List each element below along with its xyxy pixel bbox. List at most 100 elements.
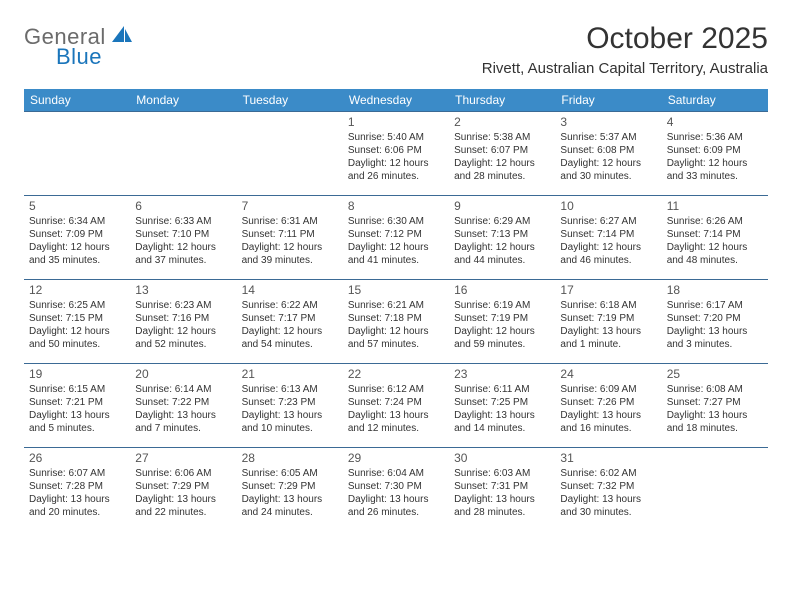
- sunset-line: Sunset: 6:06 PM: [348, 144, 444, 157]
- day-cell: 28Sunrise: 6:05 AMSunset: 7:29 PMDayligh…: [237, 448, 343, 532]
- day-number: 31: [560, 451, 656, 465]
- daylight-line: Daylight: 13 hours and 30 minutes.: [560, 493, 656, 519]
- day-cell: 23 Sunrise: 6:11 AMSunset: 7:25 PMDayligh…: [449, 364, 555, 448]
- day-cell: 25Sunrise: 6:08 AMSunset: 7:27 PMDayligh…: [662, 364, 768, 448]
- sunset-line: Sunset: 7:26 PM: [560, 396, 656, 409]
- day-cell: 14Sunrise: 6:22 AMSunset: 7:17 PMDayligh…: [237, 280, 343, 364]
- day-number: 5: [29, 199, 125, 213]
- day-cell: 4Sunrise: 5:36 AMSunset: 6:09 PMDaylight…: [662, 112, 768, 196]
- sunrise-line: Sunrise: 6:06 AM: [135, 467, 231, 480]
- sunrise-line: Sunrise: 6:27 AM: [560, 215, 656, 228]
- day-cell: 12Sunrise: 6:25 AMSunset: 7:15 PMDayligh…: [24, 280, 130, 364]
- week-row: 5Sunrise: 6:34 AMSunset: 7:09 PMDaylight…: [24, 196, 768, 280]
- sunset-line: Sunset: 7:15 PM: [29, 312, 125, 325]
- day-number: 23: [454, 367, 550, 381]
- logo-text-blue: Blue: [56, 44, 102, 70]
- week-row: 26Sunrise: 6:07 AMSunset: 7:28 PMDayligh…: [24, 448, 768, 532]
- day-cell: 19Sunrise: 6:15 AMSunset: 7:21 PMDayligh…: [24, 364, 130, 448]
- daylight-line: Daylight: 12 hours and 30 minutes.: [560, 157, 656, 183]
- sunrise-line: Sunrise: 6:11 AM: [454, 383, 550, 396]
- sunset-line: Sunset: 7:24 PM: [348, 396, 444, 409]
- daylight-line: Daylight: 13 hours and 14 minutes.: [454, 409, 550, 435]
- daylight-line: Daylight: 13 hours and 3 minutes.: [667, 325, 763, 351]
- daylight-line: Daylight: 13 hours and 22 minutes.: [135, 493, 231, 519]
- sunset-line: Sunset: 7:12 PM: [348, 228, 444, 241]
- sunset-line: Sunset: 7:23 PM: [242, 396, 338, 409]
- col-tuesday: Tuesday: [237, 89, 343, 112]
- col-thursday: Thursday: [449, 89, 555, 112]
- day-cell: 11Sunrise: 6:26 AMSunset: 7:14 PMDayligh…: [662, 196, 768, 280]
- col-sunday: Sunday: [24, 89, 130, 112]
- sunset-line: Sunset: 7:14 PM: [667, 228, 763, 241]
- daylight-line: Daylight: 13 hours and 1 minute.: [560, 325, 656, 351]
- daylight-line: Daylight: 12 hours and 57 minutes.: [348, 325, 444, 351]
- sunset-line: Sunset: 7:32 PM: [560, 480, 656, 493]
- col-saturday: Saturday: [662, 89, 768, 112]
- daylight-line: Daylight: 13 hours and 24 minutes.: [242, 493, 338, 519]
- title-block: October 2025 Rivett, Australian Capital …: [482, 22, 768, 77]
- month-title: October 2025: [482, 22, 768, 56]
- logo-sail-icon: [112, 26, 134, 49]
- sunset-line: Sunset: 7:21 PM: [29, 396, 125, 409]
- sunset-line: Sunset: 7:18 PM: [348, 312, 444, 325]
- day-cell: 16Sunrise: 6:19 AMSunset: 7:19 PMDayligh…: [449, 280, 555, 364]
- day-cell: [24, 112, 130, 196]
- day-number: 24: [560, 367, 656, 381]
- sunrise-line: Sunrise: 5:37 AM: [560, 131, 656, 144]
- day-cell: 24Sunrise: 6:09 AMSunset: 7:26 PMDayligh…: [555, 364, 661, 448]
- day-number: 15: [348, 283, 444, 297]
- day-cell: 31 Sunrise: 6:02 AMSunset: 7:32 PMDayligh…: [555, 448, 661, 532]
- sunrise-line: Sunrise: 6:13 AM: [242, 383, 338, 396]
- day-number: 7: [242, 199, 338, 213]
- day-cell: [237, 112, 343, 196]
- daylight-line: Daylight: 13 hours and 20 minutes.: [29, 493, 125, 519]
- daylight-line: Daylight: 13 hours and 18 minutes.: [667, 409, 763, 435]
- sunset-line: Sunset: 7:25 PM: [454, 396, 550, 409]
- daylight-line: Daylight: 12 hours and 33 minutes.: [667, 157, 763, 183]
- day-cell: 6Sunrise: 6:33 AMSunset: 7:10 PMDaylight…: [130, 196, 236, 280]
- sunrise-line: Sunrise: 6:29 AM: [454, 215, 550, 228]
- sunset-line: Sunset: 7:29 PM: [242, 480, 338, 493]
- day-cell: 29Sunrise: 6:04 AMSunset: 7:30 PMDayligh…: [343, 448, 449, 532]
- sunrise-line: Sunrise: 6:08 AM: [667, 383, 763, 396]
- day-number: 12: [29, 283, 125, 297]
- sunset-line: Sunset: 7:22 PM: [135, 396, 231, 409]
- day-number: 21: [242, 367, 338, 381]
- day-number: 30: [454, 451, 550, 465]
- sunset-line: Sunset: 7:19 PM: [454, 312, 550, 325]
- sunrise-line: Sunrise: 6:25 AM: [29, 299, 125, 312]
- sunrise-line: Sunrise: 5:36 AM: [667, 131, 763, 144]
- sunset-line: Sunset: 7:31 PM: [454, 480, 550, 493]
- day-number: 26: [29, 451, 125, 465]
- daylight-line: Daylight: 12 hours and 28 minutes.: [454, 157, 550, 183]
- sunset-line: Sunset: 7:17 PM: [242, 312, 338, 325]
- daylight-line: Daylight: 13 hours and 12 minutes.: [348, 409, 444, 435]
- sunrise-line: Sunrise: 6:14 AM: [135, 383, 231, 396]
- day-cell: [662, 448, 768, 532]
- sunset-line: Sunset: 7:10 PM: [135, 228, 231, 241]
- day-number: 10: [560, 199, 656, 213]
- day-number: 19: [29, 367, 125, 381]
- sunrise-line: Sunrise: 6:21 AM: [348, 299, 444, 312]
- sunset-line: Sunset: 7:20 PM: [667, 312, 763, 325]
- sunrise-line: Sunrise: 6:31 AM: [242, 215, 338, 228]
- day-cell: 3Sunrise: 5:37 AMSunset: 6:08 PMDaylight…: [555, 112, 661, 196]
- day-number: 4: [667, 115, 763, 129]
- day-number: 22: [348, 367, 444, 381]
- day-number: 27: [135, 451, 231, 465]
- sunrise-line: Sunrise: 6:22 AM: [242, 299, 338, 312]
- sunrise-line: Sunrise: 6:02 AM: [560, 467, 656, 480]
- day-number: 14: [242, 283, 338, 297]
- day-cell: 20Sunrise: 6:14 AMSunset: 7:22 PMDayligh…: [130, 364, 236, 448]
- day-cell: 18Sunrise: 6:17 AMSunset: 7:20 PMDayligh…: [662, 280, 768, 364]
- day-number: 9: [454, 199, 550, 213]
- day-number: 8: [348, 199, 444, 213]
- sunset-line: Sunset: 7:16 PM: [135, 312, 231, 325]
- day-number: 25: [667, 367, 763, 381]
- day-cell: 5Sunrise: 6:34 AMSunset: 7:09 PMDaylight…: [24, 196, 130, 280]
- sunset-line: Sunset: 7:28 PM: [29, 480, 125, 493]
- calendar-table: Sunday Monday Tuesday Wednesday Thursday…: [24, 89, 768, 532]
- day-cell: 13Sunrise: 6:23 AMSunset: 7:16 PMDayligh…: [130, 280, 236, 364]
- day-header-row: Sunday Monday Tuesday Wednesday Thursday…: [24, 89, 768, 112]
- sunrise-line: Sunrise: 6:15 AM: [29, 383, 125, 396]
